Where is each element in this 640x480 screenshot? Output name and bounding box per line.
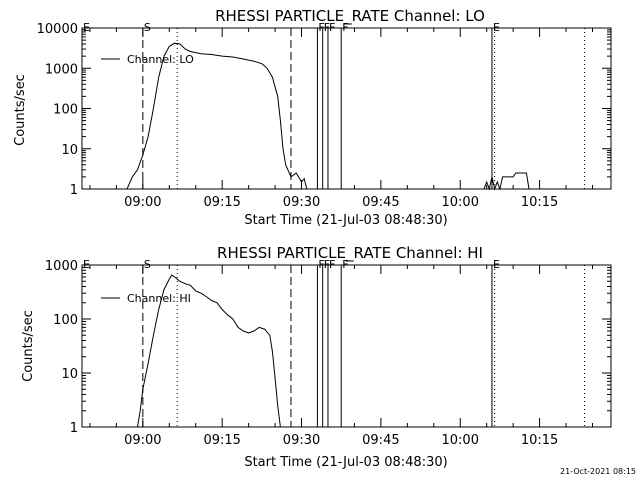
x-tick-label: 09:15 <box>203 195 240 210</box>
y-ticks: 1 10 100 1000 <box>45 259 611 436</box>
y-axis-label: Counts/sec <box>13 74 28 146</box>
series-line <box>137 274 281 428</box>
event-markers: E S FFF F E <box>83 258 586 427</box>
y-tick-label: 1000 <box>45 62 78 77</box>
y-tick-label: 1 <box>70 421 78 436</box>
x-tick-label: 10:15 <box>521 195 558 210</box>
event-marker-label: F <box>324 258 330 271</box>
plot-frame <box>81 264 612 428</box>
y-axis-label: Counts/sec <box>21 310 36 382</box>
y-tick-label: 1 <box>70 183 78 198</box>
y-tick-label: 10000 <box>37 22 78 37</box>
x-tick-label: 09:45 <box>362 195 399 210</box>
series-group <box>137 274 281 428</box>
legend-label: Channel: HI <box>127 292 191 305</box>
event-marker-label: F <box>324 21 330 34</box>
y-tick-label: 100 <box>53 313 78 328</box>
x-ticks: 09:00 09:15 09:30 09:45 10:00 10:15 <box>89 265 593 448</box>
y-tick-label: 10 <box>61 367 78 382</box>
event-marker-label: S <box>144 258 151 271</box>
x-tick-label: 10:00 <box>442 195 479 210</box>
event-marker-label: F <box>329 21 335 34</box>
timestamp: 21-Oct-2021 08:15 <box>560 467 636 476</box>
panel-title: RHESSI PARTICLE_RATE Channel: HI <box>217 244 483 263</box>
series-group <box>119 42 532 191</box>
event-marker-label: E <box>493 258 500 271</box>
legend: Channel: HI <box>101 292 191 305</box>
x-axis-label: Start Time (21-Jul-03 08:48:30) <box>244 213 447 228</box>
event-marker-label: E <box>493 21 500 34</box>
event-marker-label: F <box>342 21 348 34</box>
x-tick-label: 09:30 <box>283 195 320 210</box>
event-markers: E S FFF F E <box>83 21 586 189</box>
y-tick-label: 10 <box>61 143 78 158</box>
series-line <box>483 172 532 191</box>
event-marker-label: S <box>144 21 151 34</box>
y-tick-label: 100 <box>53 103 78 118</box>
x-ticks: 09:00 09:15 09:30 09:45 10:00 10:15 <box>89 28 593 210</box>
x-axis-label: Start Time (21-Jul-03 08:48:30) <box>244 455 447 470</box>
x-tick-label: 10:15 <box>521 433 558 448</box>
panel-lo: RHESSI PARTICLE_RATE Channel: LO Counts/… <box>13 7 612 228</box>
event-marker-label: F <box>318 21 324 34</box>
y-ticks: 1 10 100 1000 10000 <box>37 22 611 198</box>
event-marker-label: E <box>83 258 90 271</box>
series-line <box>119 42 310 190</box>
x-tick-label: 10:00 <box>442 433 479 448</box>
y-tick-label: 1000 <box>45 259 78 274</box>
x-tick-label: 09:45 <box>362 433 399 448</box>
x-tick-label: 09:00 <box>124 195 161 210</box>
legend-label: Channel: LO <box>127 53 194 66</box>
x-tick-label: 09:00 <box>124 433 161 448</box>
event-marker-label: F <box>318 258 324 271</box>
panel-title: RHESSI PARTICLE_RATE Channel: LO <box>215 7 485 26</box>
panel-hi: RHESSI PARTICLE_RATE Channel: HI Counts/… <box>21 244 612 470</box>
event-marker-label: F <box>342 258 348 271</box>
event-marker-label: E <box>83 21 90 34</box>
x-tick-label: 09:30 <box>283 433 320 448</box>
event-marker-label: F <box>329 258 335 271</box>
legend: Channel: LO <box>101 53 194 66</box>
x-tick-label: 09:15 <box>203 433 240 448</box>
